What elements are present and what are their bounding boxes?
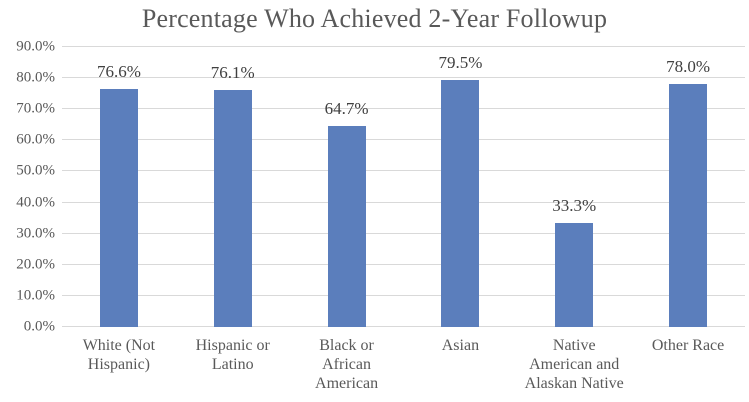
y-tick-label: 30.0%	[16, 225, 55, 242]
bar-column: 64.7%	[290, 47, 404, 327]
gridline	[62, 201, 745, 203]
gridline	[62, 263, 745, 265]
bar-column: 79.5%	[403, 47, 517, 327]
data-label: 76.6%	[96, 61, 141, 81]
y-tick-label: 0.0%	[23, 318, 55, 335]
x-category-label: Asian	[441, 337, 480, 354]
bar-column: 76.1%	[176, 47, 290, 327]
y-tick-label: 10.0%	[16, 287, 55, 304]
y-axis: 0.0% 10.0% 20.0% 30.0% 40.0% 50.0% 60.0% 70.0% 8…	[0, 39, 55, 335]
gridline	[62, 108, 745, 110]
gridline	[62, 326, 745, 327]
x-category-label: White (Not Hispanic)	[82, 337, 156, 374]
y-tick-label: 40.0%	[16, 194, 55, 211]
x-category-label: Hispanic or Latino	[195, 337, 270, 374]
bar	[99, 88, 138, 327]
data-label: 33.3%	[552, 196, 597, 216]
bar-column: 33.3%	[517, 47, 631, 327]
y-tick-label: 50.0%	[16, 162, 55, 179]
y-tick-label: 20.0%	[16, 256, 55, 273]
bar	[441, 79, 480, 327]
bar	[669, 84, 708, 327]
gridline	[62, 170, 745, 172]
gridline	[62, 294, 745, 296]
bar	[327, 125, 366, 327]
data-label: 76.1%	[210, 63, 255, 83]
data-label: 78.0%	[666, 57, 711, 77]
bar-column: 78.0%	[631, 47, 745, 327]
y-tick-label: 60.0%	[16, 131, 55, 148]
plot-area: 76.6% 76.1% 64.7% 79.5% 33.3% 78.0%	[62, 46, 745, 327]
gridline	[62, 77, 745, 79]
bar	[213, 90, 252, 327]
y-tick-label: 70.0%	[16, 100, 55, 117]
x-category-label: Native American and Alaskan Native	[524, 337, 624, 393]
data-label: 64.7%	[324, 98, 369, 118]
gridline	[62, 139, 745, 141]
x-category-label: Other Race	[651, 337, 725, 354]
bar	[555, 223, 594, 327]
x-category-label: Black or African American	[315, 337, 379, 393]
gridline	[62, 46, 745, 47]
y-tick-label: 80.0%	[16, 69, 55, 86]
data-label: 79.5%	[438, 52, 483, 72]
y-tick-label: 90.0%	[16, 38, 55, 55]
x-axis: White (Not Hispanic) Hispanic or Latino Bl…	[62, 336, 745, 394]
chart-title: Percentage Who Achieved 2-Year Followup	[141, 4, 608, 33]
bar-column: 76.6%	[62, 47, 176, 327]
gridline	[62, 232, 745, 234]
